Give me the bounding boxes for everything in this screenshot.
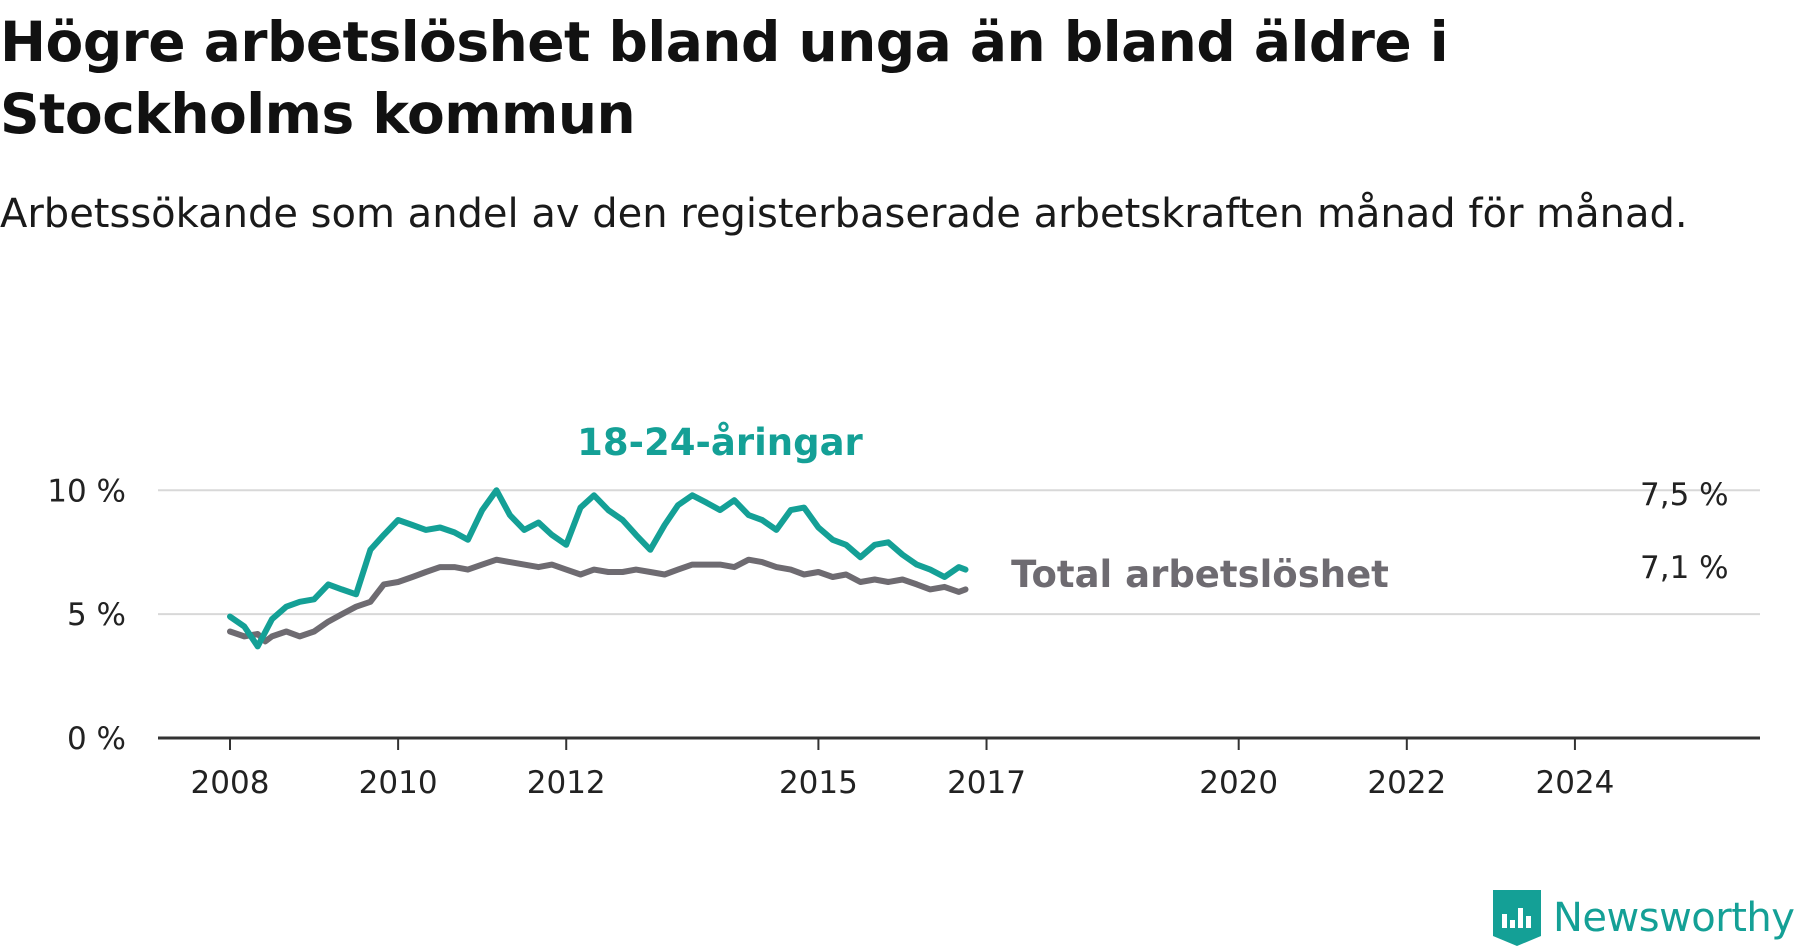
x-tick-label: 2015 (779, 765, 858, 801)
brand-name: Newsworthy (1553, 895, 1795, 941)
chart-title: Högre arbetslöshet bland unga än bland ä… (0, 10, 1449, 146)
series-label-total: Total arbetslöshet (1011, 553, 1389, 596)
grid-lines (158, 489, 1760, 616)
brand-logo[interactable]: Newsworthy (1493, 888, 1795, 948)
y-tick-label: 10 % (47, 473, 126, 509)
x-tick-label: 2022 (1367, 765, 1446, 801)
series-line-0 (227, 556, 969, 645)
y-axis-labels: 0 % 5 % 10 % (47, 473, 126, 757)
chart-subtitle: Arbetssökande som andel av den registerb… (0, 191, 1688, 237)
series-lines (227, 487, 969, 650)
series-label-youth: 18-24-åringar (577, 421, 863, 464)
end-label-youth: 7,5 % (1640, 477, 1729, 513)
end-label-total: 7,1 % (1640, 550, 1729, 586)
x-tick-label: 2024 (1535, 765, 1614, 801)
series-labels: 18-24-åringar Total arbetslöshet 7,5 % 7,1 … (573, 417, 1729, 600)
x-tick-label: 2020 (1199, 765, 1278, 801)
x-tick-label: 2012 (527, 765, 606, 801)
newsworthy-bar-chart-logo-icon (1493, 890, 1541, 946)
x-tick-label: 2008 (191, 765, 270, 801)
x-axis: 2008 2010 2012 2015 2017 2020 2022 2024 (158, 736, 1760, 801)
y-tick-label: 5 % (67, 597, 126, 633)
series-line-1 (227, 487, 969, 650)
y-tick-label: 0 % (67, 721, 126, 757)
x-tick-label: 2010 (359, 765, 438, 801)
x-tick-label: 2017 (947, 765, 1026, 801)
